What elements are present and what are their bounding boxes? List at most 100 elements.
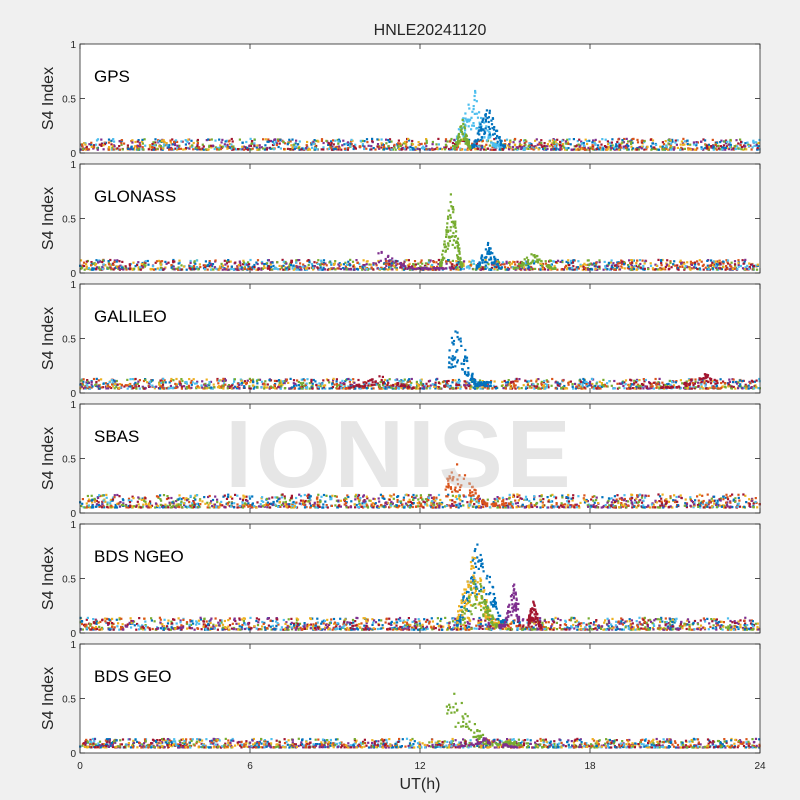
data-point xyxy=(388,262,391,265)
data-point xyxy=(607,143,610,146)
data-point xyxy=(678,265,681,268)
data-point xyxy=(226,260,229,263)
data-point xyxy=(447,209,450,212)
data-point xyxy=(615,263,618,267)
data-point xyxy=(289,377,292,380)
data-point xyxy=(390,385,393,388)
data-point xyxy=(191,381,194,384)
data-point xyxy=(748,265,751,269)
data-point xyxy=(126,144,129,147)
data-point xyxy=(581,381,584,384)
data-point xyxy=(514,266,518,269)
data-point xyxy=(144,260,147,263)
data-point xyxy=(144,144,147,147)
data-point xyxy=(698,267,701,270)
data-point xyxy=(230,137,233,141)
data-point xyxy=(311,141,314,144)
data-point xyxy=(526,381,530,384)
data-point xyxy=(474,89,477,93)
data-point xyxy=(217,385,221,388)
data-point xyxy=(675,143,678,146)
data-point xyxy=(540,382,543,385)
data-point xyxy=(686,139,689,142)
data-point xyxy=(449,214,452,217)
data-point xyxy=(720,139,723,142)
data-point xyxy=(445,260,448,263)
data-point xyxy=(572,138,575,141)
data-point xyxy=(298,140,301,143)
data-point xyxy=(102,263,105,266)
data-point xyxy=(219,266,222,270)
data-point xyxy=(344,380,347,383)
data-point xyxy=(285,378,288,381)
data-point xyxy=(409,384,412,387)
data-point xyxy=(322,259,326,262)
data-point xyxy=(405,140,408,143)
data-point xyxy=(167,146,170,149)
data-point xyxy=(456,267,459,270)
data-point xyxy=(312,268,315,271)
data-point xyxy=(524,260,528,263)
data-point xyxy=(473,143,476,146)
data-point xyxy=(747,387,750,390)
data-point xyxy=(82,387,85,390)
data-point xyxy=(104,264,107,267)
data-point xyxy=(453,246,457,249)
data-point xyxy=(390,386,393,389)
data-point xyxy=(756,147,759,150)
data-point xyxy=(436,387,439,390)
data-point xyxy=(359,266,362,269)
data-point xyxy=(489,268,492,271)
data-point xyxy=(328,387,331,390)
data-point xyxy=(635,387,638,390)
data-point xyxy=(334,268,337,271)
data-point xyxy=(263,263,266,266)
data-point xyxy=(492,145,495,148)
data-point xyxy=(226,387,229,390)
data-point xyxy=(307,264,310,267)
data-point xyxy=(187,138,190,141)
data-point xyxy=(463,358,466,361)
data-point xyxy=(269,268,272,271)
data-point xyxy=(362,385,365,388)
data-point xyxy=(346,143,349,146)
data-point xyxy=(558,382,561,385)
data-point xyxy=(230,387,233,390)
data-point xyxy=(269,385,272,388)
data-point xyxy=(565,142,568,145)
data-point xyxy=(348,268,351,271)
data-point xyxy=(657,382,660,385)
data-point xyxy=(107,260,110,263)
data-point xyxy=(202,387,205,390)
data-point xyxy=(512,141,515,144)
data-point xyxy=(223,143,226,146)
data-point xyxy=(282,268,285,271)
data-point xyxy=(588,148,591,151)
data-point xyxy=(275,142,279,145)
data-point xyxy=(484,264,487,267)
data-point xyxy=(95,139,99,142)
data-point xyxy=(553,260,556,263)
data-point xyxy=(136,144,139,147)
data-point xyxy=(599,146,602,149)
data-point xyxy=(686,142,689,145)
data-point xyxy=(746,141,749,144)
data-point xyxy=(372,387,375,390)
data-point xyxy=(471,372,474,375)
data-point xyxy=(410,265,414,268)
data-point xyxy=(482,117,485,120)
data-point xyxy=(476,132,479,135)
data-point xyxy=(725,265,728,268)
data-point xyxy=(724,146,727,149)
data-point xyxy=(513,261,516,264)
data-point xyxy=(536,385,539,388)
data-point xyxy=(349,268,353,271)
data-point xyxy=(553,265,556,268)
data-point xyxy=(452,144,455,147)
data-point xyxy=(428,148,431,151)
data-point xyxy=(545,379,548,382)
data-point xyxy=(193,260,196,263)
data-point xyxy=(595,148,598,151)
data-point xyxy=(654,268,657,271)
data-point xyxy=(565,268,569,271)
